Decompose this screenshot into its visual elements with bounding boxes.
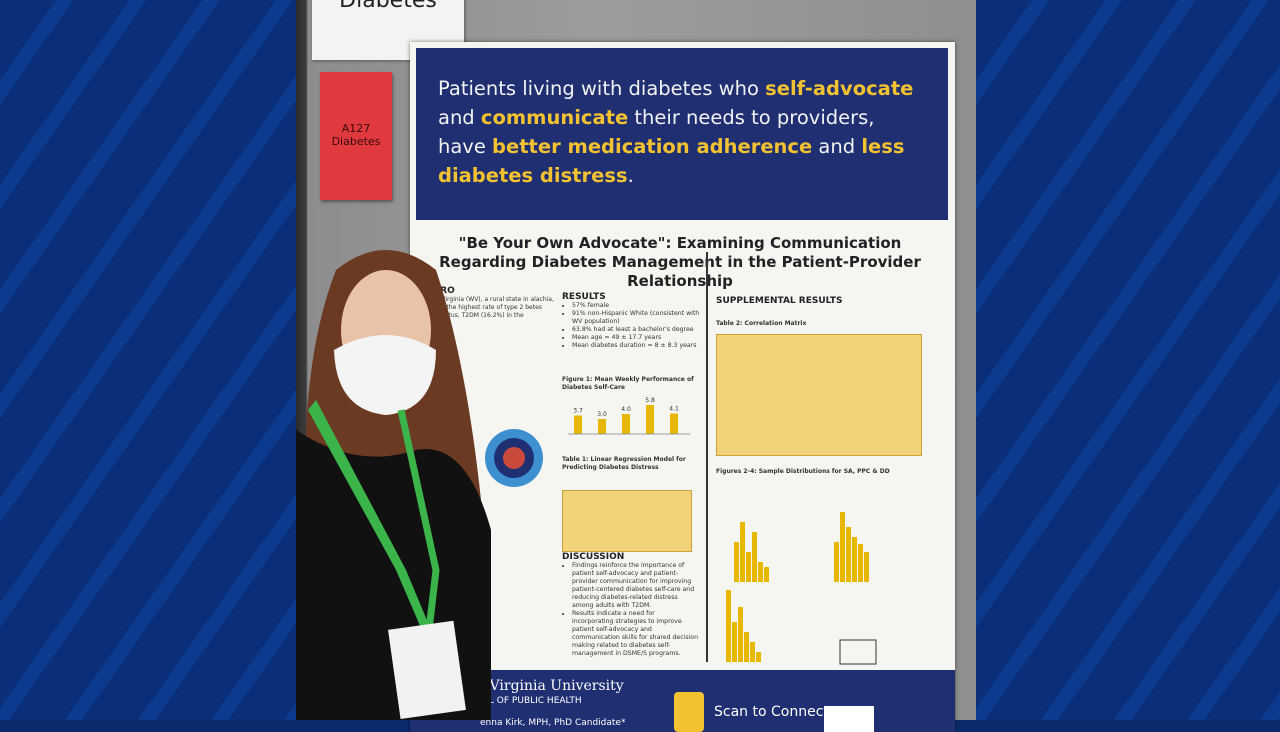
intro: TRO st Virginia (WV), a rural state in a…: [434, 286, 554, 320]
table1-grid: [562, 490, 692, 552]
person: [296, 250, 491, 720]
banner-segment: and: [438, 106, 481, 129]
banner: Patients living with diabetes who self-a…: [416, 48, 948, 220]
banner-segment: .: [627, 164, 634, 187]
bar: [646, 405, 654, 434]
discussion-heading: DISCUSSION: [562, 552, 625, 562]
hist-bar: [756, 652, 761, 662]
table1-title: Table 1: Linear Regression Model for Pre…: [562, 456, 686, 471]
supplemental: SUPPLEMENTAL RESULTS Table 2: Correlatio…: [716, 296, 936, 476]
histogram-group: [726, 512, 869, 662]
hist-bar: [758, 562, 763, 582]
hist-bar: [744, 632, 749, 662]
banner-segment: better medication adherence: [492, 135, 813, 158]
banner-text: Patients living with diabetes who self-a…: [416, 48, 948, 190]
mask: [334, 335, 436, 415]
bar-label: 4.1: [669, 406, 679, 413]
bar-label: 3.0: [597, 411, 607, 418]
discussion: DISCUSSION Findings reinforce the import…: [562, 552, 698, 658]
poster: Patients living with diabetes who self-a…: [410, 42, 955, 732]
background-left: [0, 0, 296, 720]
banner-segment: and: [812, 135, 862, 158]
qr-code: [824, 706, 874, 732]
bar-label: 4.0: [621, 406, 631, 413]
results-bullet: 91% non-Hispanic White (consistent with …: [572, 310, 702, 326]
hist-bar: [732, 622, 737, 662]
figure1-chart: 3.7 3.0 4.0 5.8 4.1: [568, 397, 690, 435]
banner-segment: their needs to providers, have: [438, 106, 875, 158]
figure1-title: Figure 1: Mean Weekly Performance of Dia…: [562, 376, 694, 391]
hist-bar: [750, 642, 755, 662]
figure1: Figure 1: Mean Weekly Performance of Dia…: [562, 376, 702, 448]
note-code: A127: [341, 122, 371, 135]
supplemental-heading: SUPPLEMENTAL RESULTS: [716, 296, 843, 306]
badge: [388, 620, 466, 720]
discussion-list: Findings reinforce the importance of pat…: [562, 562, 698, 658]
bar-label: 5.8: [645, 397, 655, 404]
lanyard-right: [397, 409, 440, 631]
hist-bar: [858, 544, 863, 582]
discussion-bullet: Results indicate a need for incorporatin…: [572, 610, 698, 658]
scan-text: Scan to Connect: [714, 704, 829, 720]
school: HOOL OF PUBLIC HEALTH: [468, 696, 582, 706]
hist-bar: [752, 532, 757, 582]
divider: [706, 252, 708, 662]
hist-bar: [746, 552, 751, 582]
hist-bar: [726, 590, 731, 662]
note-topic: Diabetes: [331, 135, 381, 148]
center: [503, 447, 525, 469]
banner-segment: Patients living with diabetes who: [438, 77, 766, 100]
sign-text: Diabetes: [339, 0, 437, 13]
figures-title: Figures 2-4: Sample Distributions for SA…: [716, 468, 890, 475]
results-bullet: 63.8% had at least a bachelor's degree: [572, 326, 702, 334]
discussion-bullet: Findings reinforce the importance of pat…: [572, 562, 698, 610]
phone-icon: [674, 692, 704, 732]
bar: [670, 413, 678, 434]
bar-label: 3.7: [573, 408, 583, 415]
banner-segment: communicate: [480, 106, 629, 129]
table1: Table 1: Linear Regression Model for Pre…: [562, 456, 702, 552]
banner-segment: self-advocate: [765, 77, 914, 100]
results-bullet: 57% female: [572, 302, 702, 310]
intro-text: st Virginia (WV), a rural state in alach…: [434, 296, 554, 319]
hist-bar: [834, 542, 839, 582]
hist-bar: [740, 522, 745, 582]
results-heading: RESULTS: [562, 292, 606, 302]
bar: [622, 414, 630, 434]
bar: [598, 419, 606, 434]
results: RESULTS 57% female91% non-Hispanic White…: [562, 292, 702, 350]
intro-heading: TRO: [434, 286, 455, 296]
table2-title: Table 2: Correlation Matrix: [716, 320, 807, 327]
table2-grid: [716, 334, 922, 456]
dress: [296, 430, 491, 720]
hist-bar: [852, 537, 857, 582]
results-bullet: Mean age = 49 ± 17.7 years: [572, 334, 702, 342]
results-bullet: Mean diabetes duration = 8 ± 8.3 years: [572, 342, 702, 350]
hist-bar: [734, 542, 739, 582]
lanyard: [308, 400, 431, 635]
hist-bar: [764, 567, 769, 582]
logo-circle: [485, 429, 543, 487]
histograms: [726, 512, 877, 665]
university: est Virginia University: [464, 678, 624, 694]
hist-bar: [846, 527, 851, 582]
hist-bar: [738, 607, 743, 662]
hist-bar: [864, 552, 869, 582]
background-right: [976, 0, 1280, 720]
results-list: 57% female91% non-Hispanic White (consis…: [562, 302, 702, 350]
speech-bubble: [839, 639, 877, 665]
hist-bar: [840, 512, 845, 582]
banner-segment: less diabetes distress: [438, 135, 905, 187]
bar: [574, 415, 582, 434]
note: A127 Diabetes: [320, 72, 392, 200]
